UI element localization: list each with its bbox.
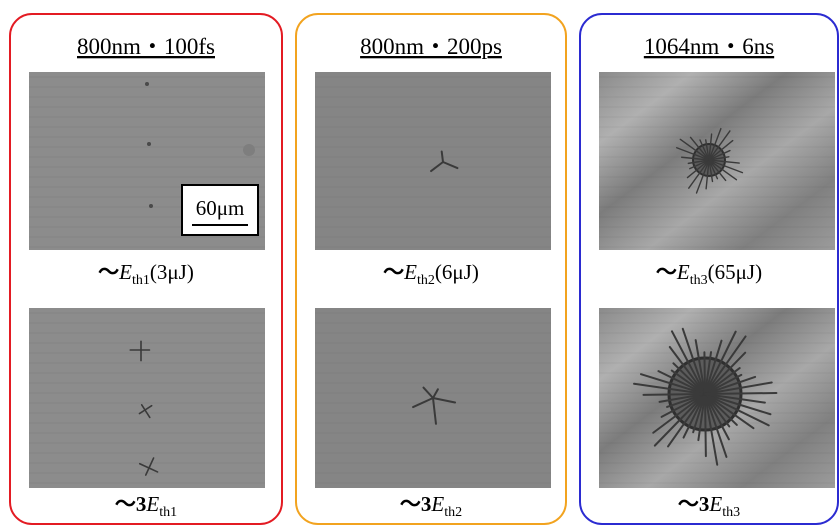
caption: ～3Eth3 bbox=[678, 492, 740, 520]
caption-symbol: E bbox=[708, 492, 722, 516]
scale-bar-label: 60μm bbox=[196, 196, 245, 220]
caption-symbol: E bbox=[676, 260, 690, 284]
caption-prefix: ～ bbox=[98, 260, 119, 284]
crack bbox=[643, 394, 705, 395]
caption-prefix: ～3 bbox=[115, 492, 147, 516]
caption: ～3Eth2 bbox=[400, 492, 462, 520]
caption-subscript: th2 bbox=[417, 273, 435, 288]
panel: 1064nm・6ns～Eth3(65μJ)～3Eth3 bbox=[580, 14, 838, 524]
caption-suffix: (65μJ) bbox=[708, 260, 762, 284]
micrograph bbox=[599, 308, 835, 488]
panel: 800nm・100fs60μm～Eth1(3μJ)～3Eth1 bbox=[10, 14, 282, 524]
micrograph bbox=[315, 72, 551, 250]
caption-subscript: th1 bbox=[132, 273, 150, 288]
caption-suffix: (6μJ) bbox=[435, 260, 479, 284]
caption-subscript: th3 bbox=[722, 505, 740, 520]
caption-prefix: ～ bbox=[656, 260, 677, 284]
panel-title: 1064nm・6ns bbox=[644, 34, 774, 59]
micrograph bbox=[29, 308, 265, 488]
spot bbox=[243, 144, 255, 156]
caption-subscript: th3 bbox=[690, 273, 708, 288]
panel-title: 800nm・100fs bbox=[77, 34, 215, 59]
caption: ～3Eth1 bbox=[115, 492, 177, 520]
crack bbox=[442, 152, 443, 162]
crack bbox=[705, 394, 706, 456]
micrograph bbox=[599, 72, 835, 250]
caption-prefix: ～ bbox=[383, 260, 404, 284]
spot bbox=[145, 82, 149, 86]
image-background bbox=[29, 308, 265, 488]
caption-symbol: E bbox=[403, 260, 417, 284]
crack bbox=[705, 393, 776, 394]
caption-subscript: th2 bbox=[444, 505, 462, 520]
micrograph: 60μm bbox=[29, 72, 265, 250]
caption: ～Eth2(6μJ) bbox=[383, 260, 479, 288]
panel: 800nm・200ps～Eth2(6μJ)～3Eth2 bbox=[296, 14, 566, 524]
caption-subscript: th1 bbox=[159, 505, 177, 520]
caption-symbol: E bbox=[430, 492, 444, 516]
spot bbox=[147, 142, 151, 146]
figure: 800nm・100fs60μm～Eth1(3μJ)～3Eth1800nm・200… bbox=[0, 0, 840, 532]
image-background bbox=[315, 72, 551, 250]
panel-title: 800nm・200ps bbox=[360, 34, 502, 59]
spot bbox=[149, 204, 153, 208]
caption-prefix: ～3 bbox=[678, 492, 710, 516]
micrograph bbox=[315, 308, 551, 488]
caption-symbol: E bbox=[118, 260, 132, 284]
caption-suffix: (3μJ) bbox=[150, 260, 194, 284]
caption-prefix: ～3 bbox=[400, 492, 432, 516]
caption: ～Eth1(3μJ) bbox=[98, 260, 194, 288]
caption-symbol: E bbox=[145, 492, 159, 516]
caption: ～Eth3(65μJ) bbox=[656, 260, 762, 288]
